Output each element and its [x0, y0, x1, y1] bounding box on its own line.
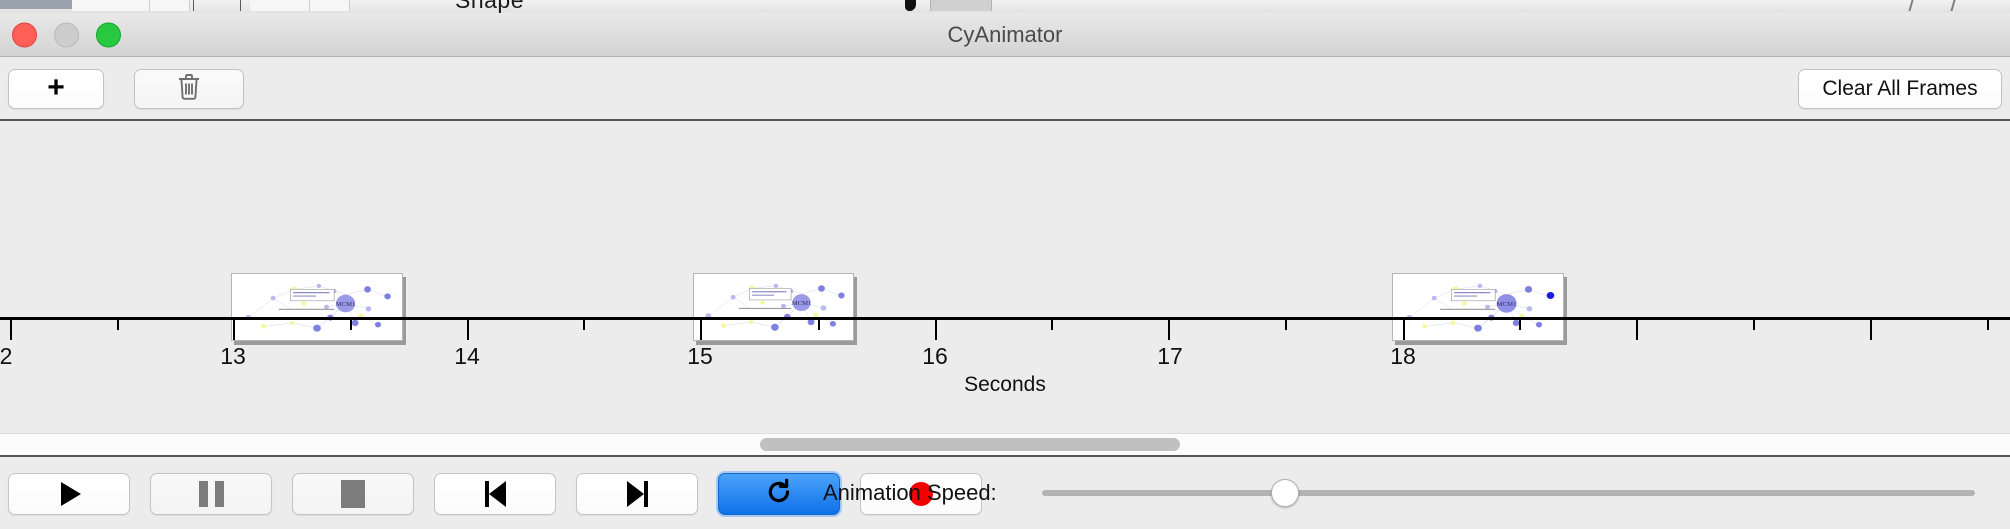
minimize-button[interactable]: [54, 22, 79, 47]
skip-start-button[interactable]: [434, 473, 556, 515]
window-controls: [12, 22, 121, 47]
background-window-strip: Shape: [0, 0, 2010, 13]
background-selected-cell: [930, 0, 992, 11]
frame-preview: MCM1: [697, 277, 850, 337]
skip-forward-icon: [626, 481, 648, 507]
network-graph-icon: MCM1: [705, 283, 845, 331]
stop-icon: [341, 480, 365, 508]
add-frame-button[interactable]: +: [8, 69, 104, 109]
record-icon: [909, 482, 933, 506]
background-cell: [310, 0, 350, 11]
network-graph-icon: MCM1: [245, 283, 391, 332]
background-tick: [240, 0, 241, 11]
pause-button[interactable]: [150, 473, 272, 515]
axis-tick-label: 15: [687, 343, 713, 369]
skip-backward-icon: [484, 481, 506, 507]
close-button[interactable]: [12, 22, 37, 47]
clear-all-frames-label: Clear All Frames: [1822, 77, 1978, 100]
axis-tick-major: [1636, 320, 1638, 340]
axis-title: Seconds: [964, 373, 1046, 396]
timeline-axis: [0, 317, 2010, 320]
axis-tick-label: 14: [454, 343, 480, 369]
axis-tick-minor: [1987, 320, 1989, 330]
window-title: CyAnimator: [947, 21, 1063, 47]
background-window-label: Shape: [455, 0, 525, 13]
axis-tick-minor: [117, 320, 119, 330]
timeline-scrollbar[interactable]: [0, 433, 2010, 455]
background-cell: [150, 0, 190, 11]
play-button[interactable]: [8, 473, 130, 515]
plus-icon: +: [47, 70, 65, 104]
axis-tick-label: 13: [220, 343, 246, 369]
frame-preview: MCM1: [235, 277, 399, 337]
slider-track[interactable]: [1042, 490, 1975, 496]
axis-tick-major: [935, 320, 937, 340]
record-button[interactable]: [860, 473, 982, 515]
trash-icon: [176, 72, 202, 107]
axis-tick-major: [1403, 320, 1405, 340]
background-sidebar-fragment: [0, 0, 72, 9]
background-tick: [193, 0, 194, 11]
axis-tick-minor: [1285, 320, 1287, 330]
play-icon: [61, 482, 81, 506]
frame-toolbar: + Clear All Frames: [0, 57, 2010, 121]
background-slash: [1908, 0, 1926, 11]
background-slash: [1950, 0, 1968, 11]
background-cursor-artifact: [905, 0, 916, 11]
axis-tick-label: 2: [0, 343, 13, 369]
axis-tick-minor: [1753, 320, 1755, 330]
scrollbar-thumb[interactable]: [760, 438, 1180, 451]
axis-tick-major: [233, 320, 235, 340]
delete-frame-button[interactable]: [134, 69, 244, 109]
pause-icon: [198, 481, 224, 507]
maximize-button[interactable]: [96, 22, 121, 47]
background-cell: [72, 0, 150, 11]
axis-tick-label: 16: [922, 343, 948, 369]
axis-tick-label: 18: [1390, 343, 1416, 369]
axis-tick-minor: [350, 320, 352, 330]
axis-tick-minor: [1051, 320, 1053, 330]
svg-text:MCM1: MCM1: [1497, 301, 1517, 308]
axis-tick-major: [700, 320, 702, 340]
axis-tick-major: [467, 320, 469, 340]
timeline-frame-thumbnail[interactable]: MCM1: [231, 273, 403, 341]
loop-icon: [764, 477, 794, 512]
frame-preview: MCM1: [1396, 277, 1560, 337]
axis-tick-major: [1168, 320, 1170, 340]
axis-tick-major: [1870, 320, 1872, 340]
stop-button[interactable]: [292, 473, 414, 515]
clear-all-frames-button[interactable]: Clear All Frames: [1798, 69, 2002, 109]
animation-speed-slider[interactable]: [1042, 479, 1975, 507]
skip-end-button[interactable]: [576, 473, 698, 515]
network-graph-icon: MCM1: [1406, 283, 1555, 332]
axis-tick-minor: [583, 320, 585, 330]
svg-text:MCM1: MCM1: [336, 301, 356, 308]
axis-tick-major: [10, 320, 12, 340]
svg-text:MCM1: MCM1: [792, 300, 812, 307]
axis-tick-minor: [818, 320, 820, 330]
timeline-panel[interactable]: MCM1: [0, 121, 2010, 433]
slider-thumb[interactable]: [1270, 479, 1299, 507]
loop-button[interactable]: [718, 473, 840, 515]
playback-toolbar: Animation Speed:: [0, 455, 2010, 529]
cyanimator-window: CyAnimator + Clear All Frames: [0, 13, 2010, 529]
axis-tick-minor: [1519, 320, 1521, 330]
window-titlebar: CyAnimator: [0, 13, 2010, 57]
axis-tick-label: 17: [1157, 343, 1183, 369]
timeline-frame-thumbnail[interactable]: MCM1: [1392, 273, 1564, 341]
timeline-frame-thumbnail[interactable]: MCM1: [693, 273, 854, 341]
animation-speed-label: Animation Speed:: [823, 480, 997, 505]
background-cell: [250, 0, 310, 11]
